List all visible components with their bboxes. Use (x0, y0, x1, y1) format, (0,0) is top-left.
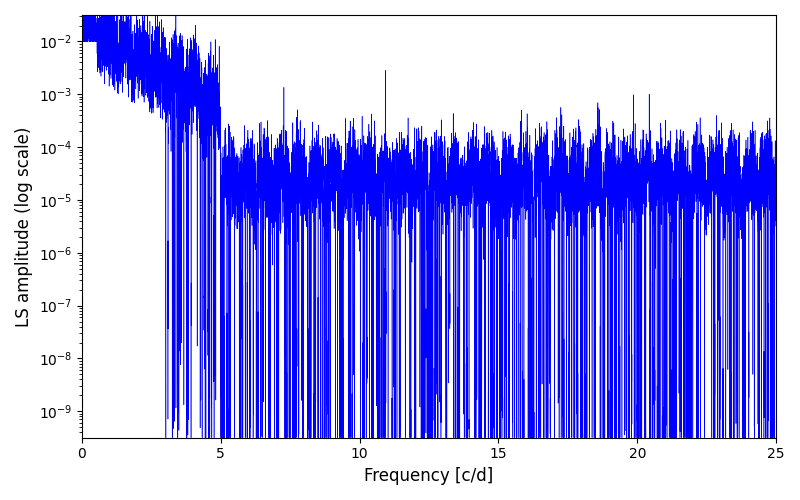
X-axis label: Frequency [c/d]: Frequency [c/d] (364, 467, 494, 485)
Y-axis label: LS amplitude (log scale): LS amplitude (log scale) (15, 126, 33, 326)
